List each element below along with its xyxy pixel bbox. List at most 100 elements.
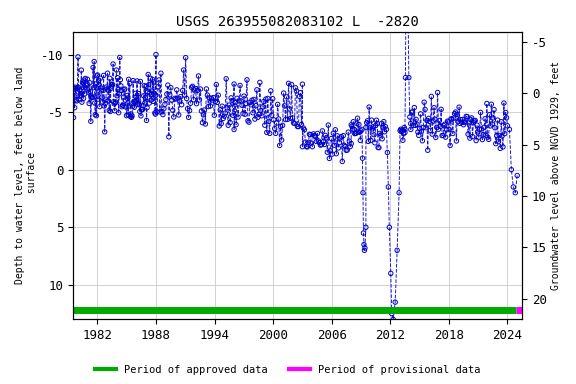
Point xyxy=(495,132,504,139)
Point xyxy=(443,118,452,124)
Point xyxy=(139,83,149,89)
Point xyxy=(392,247,401,253)
Point xyxy=(304,139,313,146)
Point xyxy=(228,98,237,104)
Point xyxy=(457,119,467,126)
Point xyxy=(482,100,491,106)
Point xyxy=(252,87,262,93)
Point xyxy=(281,116,290,122)
Point xyxy=(157,109,166,115)
Point xyxy=(123,112,132,118)
Point xyxy=(122,113,131,119)
Point xyxy=(163,82,172,88)
Point xyxy=(466,116,475,122)
Point xyxy=(102,84,111,90)
Point xyxy=(389,316,398,323)
Point xyxy=(437,132,446,139)
Point xyxy=(329,142,339,148)
Point xyxy=(383,149,392,156)
Point xyxy=(361,224,370,230)
Point xyxy=(350,131,359,137)
Point xyxy=(373,144,382,151)
Point xyxy=(189,97,198,103)
Point xyxy=(105,75,115,81)
Point xyxy=(429,104,438,111)
Point xyxy=(325,156,334,162)
Point xyxy=(70,104,79,111)
Point xyxy=(259,98,268,104)
Point xyxy=(76,91,85,97)
Point xyxy=(254,111,263,118)
Point xyxy=(414,132,423,139)
Point xyxy=(180,92,190,98)
Point xyxy=(167,97,176,103)
Point xyxy=(480,124,489,130)
Point xyxy=(145,90,154,96)
Point xyxy=(156,70,165,76)
Point xyxy=(118,102,127,108)
Point xyxy=(336,135,345,141)
Point xyxy=(408,109,417,115)
Point xyxy=(387,311,396,317)
Point xyxy=(221,110,230,116)
Point xyxy=(269,117,278,123)
Point xyxy=(118,104,127,110)
Point xyxy=(104,88,113,94)
Point xyxy=(450,111,459,117)
Point xyxy=(138,106,147,113)
Point xyxy=(183,106,192,112)
Legend: Period of approved data, Period of provisional data: Period of approved data, Period of provi… xyxy=(91,361,485,379)
Point xyxy=(89,84,98,91)
Point xyxy=(485,112,494,118)
Point xyxy=(475,126,484,132)
Point xyxy=(219,113,229,119)
Point xyxy=(75,87,84,93)
Point xyxy=(162,91,172,97)
Point xyxy=(171,96,180,102)
Point xyxy=(425,118,434,124)
Point xyxy=(142,117,151,123)
Point xyxy=(372,117,381,123)
Point xyxy=(458,116,467,122)
Point xyxy=(322,135,331,141)
Point xyxy=(141,95,150,101)
Point xyxy=(85,100,94,106)
Point xyxy=(463,114,472,120)
Point xyxy=(119,102,128,108)
Point xyxy=(255,79,264,86)
Point xyxy=(149,98,158,104)
Point xyxy=(357,128,366,134)
Point xyxy=(177,102,186,108)
Title: USGS 263955082083102 L  -2820: USGS 263955082083102 L -2820 xyxy=(176,15,419,29)
Point xyxy=(358,155,367,161)
Point xyxy=(490,125,499,131)
Point xyxy=(507,167,516,173)
Point xyxy=(380,129,389,135)
Point xyxy=(435,123,445,129)
Point xyxy=(120,87,129,93)
Point xyxy=(201,121,210,127)
Point xyxy=(309,131,318,137)
Point xyxy=(321,132,330,139)
Point xyxy=(137,106,146,113)
Point xyxy=(283,116,292,122)
Point xyxy=(320,141,329,147)
Point xyxy=(99,72,108,78)
Point xyxy=(337,134,346,140)
Point xyxy=(69,114,78,121)
Point xyxy=(256,108,266,114)
Point xyxy=(92,73,101,79)
Point xyxy=(297,121,306,127)
Point xyxy=(103,70,112,76)
Point xyxy=(141,83,150,89)
Point xyxy=(513,172,522,179)
Point xyxy=(94,82,104,88)
Point xyxy=(172,87,181,93)
Point xyxy=(348,119,358,125)
Point xyxy=(473,129,483,135)
Point xyxy=(400,124,409,131)
Point xyxy=(82,82,91,88)
Point xyxy=(168,107,177,113)
Point xyxy=(173,95,183,101)
Point xyxy=(247,102,256,108)
